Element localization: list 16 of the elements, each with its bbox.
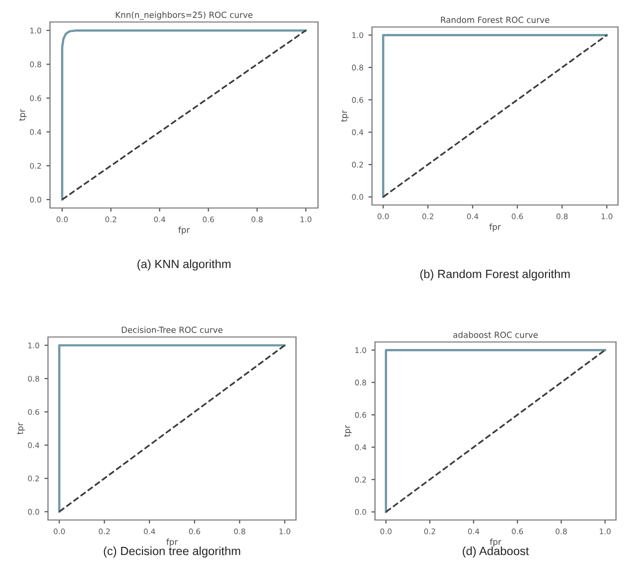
chart-title: Decision-Tree ROC curve: [122, 326, 222, 333]
x-axis-title: fpr: [489, 224, 501, 232]
text: (d) Adaboost: [462, 546, 529, 558]
x-axis-title: fpr: [490, 538, 502, 547]
x-axis-title: fpr: [166, 538, 178, 547]
chart-title: adaboost ROC curve: [453, 332, 538, 338]
y-axis-title: tpr: [344, 425, 352, 437]
y-axis-title: tpr: [17, 422, 25, 434]
y-axis-title: tpr: [19, 109, 27, 121]
text: (b) Random Forest algorithm: [420, 269, 570, 280]
text: (c) Decision tree algorithm: [104, 546, 240, 558]
text: (a) KNN algorithm: [138, 259, 230, 271]
x-axis-title: fpr: [178, 226, 190, 235]
chart-title: Random Forest ROC curve: [441, 16, 550, 23]
chart-title: Knn(n_neighbors=25) ROC curve: [116, 12, 252, 20]
y-axis-title: tpr: [341, 110, 349, 122]
